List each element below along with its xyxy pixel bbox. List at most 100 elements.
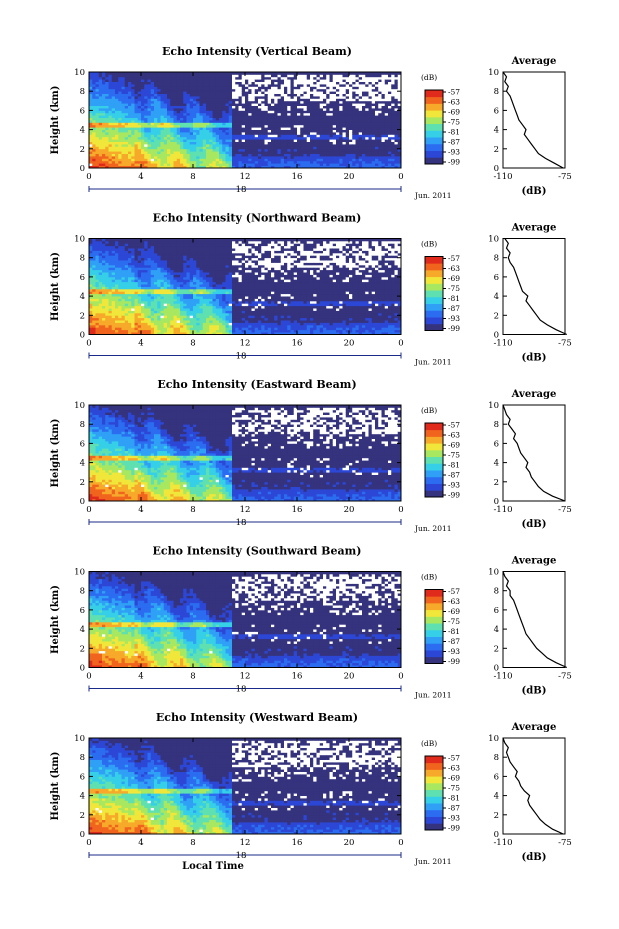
heatmap-cell <box>134 141 139 145</box>
heatmap-cell <box>157 291 161 295</box>
heatmap-cell <box>306 105 311 109</box>
heatmap-cell <box>352 129 356 133</box>
heatmap-cell <box>248 108 252 111</box>
heatmap-cell <box>228 117 233 121</box>
heatmap-cell <box>394 165 399 169</box>
heatmap-cell <box>290 110 295 114</box>
heatmap-cell <box>89 320 93 323</box>
heatmap-cell <box>228 91 233 94</box>
heatmap-cell <box>183 129 187 133</box>
heatmap-cell <box>128 284 132 287</box>
x-tick-label: 16 <box>292 172 303 182</box>
heatmap-cell <box>167 320 171 323</box>
heatmap-cell <box>290 76 295 80</box>
heatmap-cell <box>313 103 317 106</box>
heatmap-cell <box>134 105 139 109</box>
heatmap-cell <box>310 115 314 118</box>
heatmap-cell <box>352 163 356 166</box>
heatmap-cell <box>297 98 301 102</box>
heatmap-cell <box>258 151 262 154</box>
heatmap-cell <box>150 98 155 102</box>
heatmap-cell <box>375 86 379 90</box>
heatmap-cell <box>235 153 239 157</box>
heatmap-cell <box>391 91 395 94</box>
heatmap-cell <box>141 252 145 256</box>
heatmap-cell <box>102 315 106 319</box>
heatmap-cell <box>342 79 347 82</box>
heatmap-cell <box>261 165 265 169</box>
heatmap-cell <box>141 105 145 109</box>
heatmap-cell <box>397 127 402 130</box>
heatmap-cell <box>154 163 158 166</box>
heatmap-cell <box>349 163 353 166</box>
heatmap-cell <box>355 84 360 87</box>
heatmap-cell <box>121 298 126 302</box>
heatmap-cell <box>154 267 158 271</box>
heatmap-cell <box>206 115 210 118</box>
heatmap-cell <box>98 139 103 142</box>
heatmap-cell <box>323 84 327 87</box>
heatmap-cell <box>170 165 174 169</box>
heatmap-cell <box>98 86 103 90</box>
heatmap-cell <box>271 148 275 152</box>
heatmap-cell <box>147 139 152 142</box>
heatmap-cell <box>92 79 96 82</box>
heatmap-cell <box>131 267 135 271</box>
heatmap-cell <box>176 76 181 80</box>
heatmap-cell <box>98 72 103 75</box>
heatmap-cell <box>280 84 285 87</box>
heatmap-cell <box>306 141 311 145</box>
heatmap-cell <box>95 281 100 285</box>
heatmap-cell <box>222 127 226 130</box>
heatmap-cell <box>303 108 308 111</box>
heatmap-cell <box>274 117 278 121</box>
heatmap-cell <box>362 74 366 78</box>
heatmap-cell <box>391 81 395 85</box>
heatmap-cell <box>349 81 353 85</box>
heatmap-cell <box>300 136 304 140</box>
heatmap-cell <box>222 141 226 145</box>
heatmap-cell <box>98 305 103 309</box>
heatmap-cell <box>280 120 285 123</box>
heatmap-cell <box>98 252 103 256</box>
heatmap-cell <box>95 243 100 247</box>
heatmap-cell <box>300 100 304 104</box>
heatmap-cell <box>105 117 109 121</box>
heatmap-cell <box>186 93 191 97</box>
heatmap-cell <box>323 144 327 147</box>
heatmap-cell <box>215 156 220 159</box>
heatmap-cell <box>193 86 197 90</box>
heatmap-cell <box>349 153 353 157</box>
heatmap-cell <box>141 324 145 328</box>
heatmap-cell <box>193 96 197 99</box>
heatmap-cell <box>115 312 119 316</box>
colorbar-swatch <box>425 150 443 158</box>
heatmap-cell <box>206 86 210 90</box>
heatmap-cell <box>264 136 269 140</box>
heatmap-cell <box>131 110 135 114</box>
colorbar-swatch <box>425 143 443 151</box>
heatmap-cell <box>102 317 106 321</box>
heatmap-cell <box>212 76 217 80</box>
heatmap-cell <box>131 112 135 116</box>
heatmap-cell <box>176 129 181 133</box>
heatmap-cell <box>176 105 181 109</box>
heatmap-cell <box>180 91 184 94</box>
heatmap-cell <box>144 163 148 166</box>
heatmap-cell <box>137 288 142 292</box>
heatmap-cell <box>287 124 291 128</box>
heatmap-cell <box>180 108 184 111</box>
heatmap-cell <box>189 98 194 102</box>
heatmap-cell <box>287 91 291 94</box>
heatmap-cell <box>193 134 197 138</box>
heatmap-cell <box>150 153 155 157</box>
heatmap-cell <box>105 257 109 261</box>
heatmap-cell <box>258 103 262 106</box>
heatmap-cell <box>202 124 207 128</box>
heatmap-cell <box>238 117 243 121</box>
heatmap-cell <box>137 312 142 316</box>
heatmap-cell <box>339 139 343 142</box>
heatmap-cell <box>241 124 246 128</box>
heatmap-cell <box>92 74 96 78</box>
heatmap-cell <box>154 120 158 123</box>
